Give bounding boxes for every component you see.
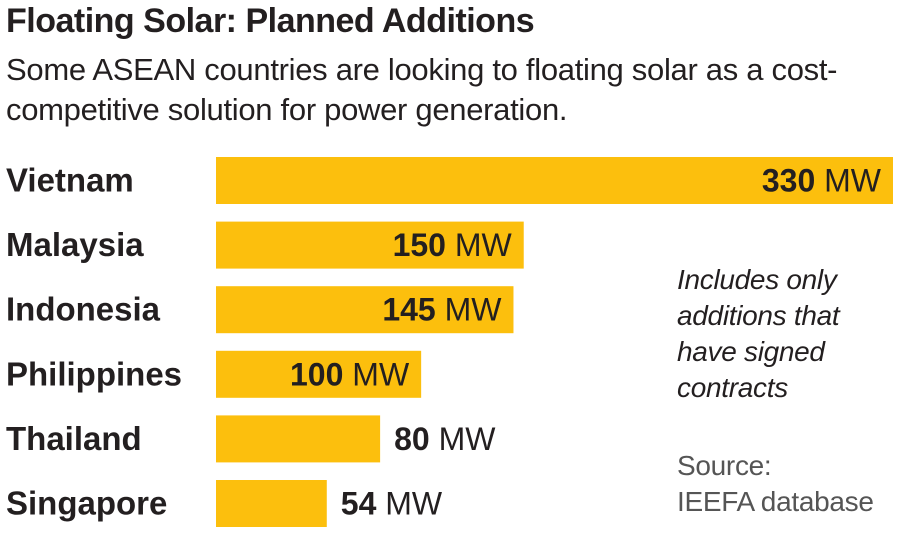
data-value: 100 (290, 356, 343, 392)
data-value: 145 (382, 292, 435, 328)
bar (216, 480, 327, 527)
note-line: contracts (677, 372, 788, 403)
note-line: additions that (677, 300, 840, 331)
data-unit: MW (343, 356, 410, 392)
data-unit: MW (430, 421, 497, 457)
note-line: have signed (677, 336, 825, 367)
category-label: Philippines (6, 355, 182, 392)
chart-subtitle: Some ASEAN countries are looking to floa… (6, 52, 838, 127)
data-value: 150 (393, 227, 446, 263)
category-label: Malaysia (6, 226, 144, 263)
bar (216, 415, 381, 463)
bar-row-vietnam: Vietnam 330 MW (6, 157, 893, 204)
data-value: 330 (762, 163, 815, 199)
data-label: 150 MW (393, 227, 513, 263)
bar (216, 350, 422, 398)
note-line: Includes only (677, 264, 837, 295)
bar (216, 286, 514, 334)
bar-row-thailand: Thailand 80 MW (6, 415, 496, 463)
bar (216, 157, 893, 204)
chart-title: Floating Solar: Planned Additions (6, 2, 535, 40)
chart-note: Includes only additions that have signed… (677, 262, 840, 406)
data-unit: MW (815, 163, 882, 199)
source-note: Source: IEEFA database (677, 448, 874, 520)
data-value: 54 (341, 486, 377, 522)
category-label: Vietnam (6, 162, 134, 199)
data-label: 100 MW (290, 356, 410, 392)
bar (216, 221, 524, 269)
data-label: 80 MW (394, 421, 496, 457)
bar-row-philippines: Philippines 100 MW (6, 350, 422, 398)
data-label: 54 MW (341, 486, 443, 522)
category-label: Indonesia (6, 291, 161, 328)
source-name: IEEFA database (677, 486, 874, 517)
data-value: 80 (394, 421, 430, 457)
bar-row-indonesia: Indonesia 145 MW (6, 286, 514, 334)
data-unit: MW (436, 292, 503, 328)
data-unit: MW (376, 486, 443, 522)
data-label: 145 MW (382, 292, 502, 328)
data-label: 330 MW (762, 163, 882, 199)
source-label: Source: (677, 450, 772, 481)
bar-row-singapore: Singapore 54 MW (6, 480, 443, 527)
bar-row-malaysia: Malaysia 150 MW (6, 221, 524, 269)
category-label: Thailand (6, 420, 142, 457)
data-unit: MW (446, 227, 513, 263)
category-label: Singapore (6, 485, 167, 522)
